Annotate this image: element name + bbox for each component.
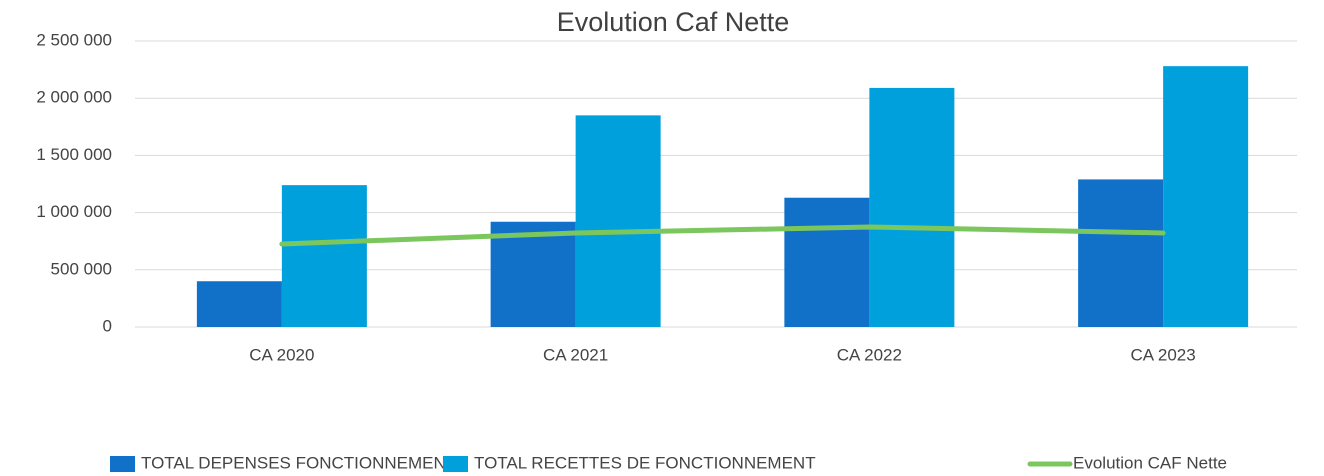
y-tick-label: 2 000 000 xyxy=(36,88,112,107)
bar xyxy=(1078,179,1164,327)
chart-title: Evolution Caf Nette xyxy=(557,7,790,37)
bar xyxy=(784,197,870,327)
bar xyxy=(1163,66,1249,327)
y-tick-label: 500 000 xyxy=(51,259,112,278)
legend-swatch xyxy=(110,456,135,472)
legend-swatch xyxy=(443,456,468,472)
x-tick-label: CA 2022 xyxy=(837,345,902,364)
line-series xyxy=(279,224,1166,247)
bar xyxy=(281,185,367,327)
bar xyxy=(196,281,282,327)
y-tick-label: 0 xyxy=(103,316,112,335)
x-tick-label: CA 2021 xyxy=(543,345,608,364)
y-tick-label: 2 500 000 xyxy=(36,30,112,49)
bar xyxy=(490,221,576,327)
legend-label: Evolution CAF Nette xyxy=(1073,453,1227,472)
bar xyxy=(869,87,955,328)
bar xyxy=(575,115,661,327)
x-tick-label: CA 2023 xyxy=(1131,345,1196,364)
y-tick-label: 1 000 000 xyxy=(36,202,112,221)
legend-label: TOTAL RECETTES DE FONCTIONNEMENT xyxy=(474,453,816,472)
legend-label: TOTAL DEPENSES FONCTIONNEMENT xyxy=(141,453,456,472)
y-tick-label: 1 500 000 xyxy=(36,145,112,164)
x-tick-label: CA 2020 xyxy=(249,345,314,364)
